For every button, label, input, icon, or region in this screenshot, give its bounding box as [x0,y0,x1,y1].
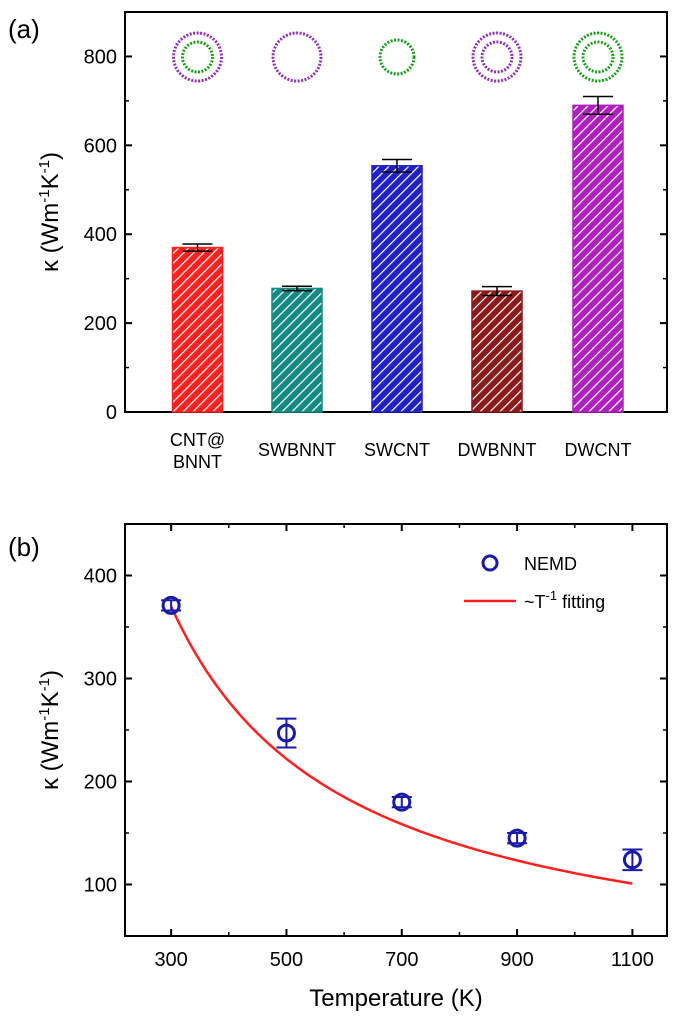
panel-a: (a) 0 200 400 600 800 CNT@BNNT SWBNNT SWCNT DWB… [8,11,668,472]
bar [171,246,224,413]
y-tick-label: 400 [84,566,117,588]
bar [471,290,523,413]
panel-a-insets [172,31,624,83]
panel-b-points [161,595,643,872]
y-tick-label: 800 [84,46,117,68]
x-tick-label: 700 [385,949,418,971]
data-point [507,828,527,848]
y-tick-label: 100 [84,875,117,897]
legend-fit-label: ~T-1 fitting [524,588,605,612]
panel-b-ticks: 100 200 300 400 300 500 700 900 1100 [84,524,667,971]
fit-curve [169,605,633,885]
x-tick-label: 1100 [611,949,654,971]
panel-b-label: (b) [8,532,40,562]
panel-b-xlabel: Temperature (K) [309,985,482,1012]
legend-nemd-label: NEMD [524,554,577,574]
category-label: SWBNNT [258,440,336,460]
data-point [622,850,642,870]
y-tick-label: 0 [106,402,117,424]
tube-inner-ring [581,40,615,74]
x-tick-label: 900 [500,949,533,971]
tube-inner-ring [181,40,214,74]
panel-a-label: (a) [8,14,40,44]
bar [271,287,323,413]
y-tick-label: 300 [84,669,117,691]
tube-outer-ring [572,31,624,83]
y-tick-label: 400 [84,224,117,246]
panel-b-fit-curve [169,605,633,885]
bar [572,104,624,413]
x-tick-label: 300 [154,949,187,971]
data-point [392,792,412,812]
category-label: DWBNNT [458,440,537,460]
panel-b-legend: NEMD ~T-1 fitting [464,554,605,612]
panel-a-category-labels: CNT@BNNT SWBNNT SWCNT DWBNNT DWCNT [170,430,632,472]
tube-outer-ring [172,31,223,83]
panel-a-ylabel: κ (Wm-1K-1) [36,152,64,272]
tube-inner-ring [378,38,416,76]
tube-outer-ring [271,31,323,83]
category-label: DWCNT [565,440,632,460]
data-point [161,595,181,615]
y-tick-label: 600 [84,135,117,157]
panel-a-ticks: 0 200 400 600 800 [84,46,667,424]
y-tick-label: 200 [84,772,117,794]
y-tick-label: 200 [84,313,117,335]
panel-a-bars [171,95,624,413]
bar [371,165,423,413]
tube-inner-ring [480,40,514,74]
tube-outer-ring [471,31,523,83]
panel-b-ylabel: κ (Wm-1K-1) [36,670,64,790]
panel-b: (b) 100 200 300 400 300 500 700 900 1100 NEMD ~T… [8,523,668,1012]
category-label: CNT@ [170,430,225,450]
category-label: BNNT [173,452,222,472]
x-tick-label: 500 [270,949,303,971]
data-point [276,723,296,743]
category-label: SWCNT [364,440,430,460]
legend-nemd-marker [481,554,499,572]
